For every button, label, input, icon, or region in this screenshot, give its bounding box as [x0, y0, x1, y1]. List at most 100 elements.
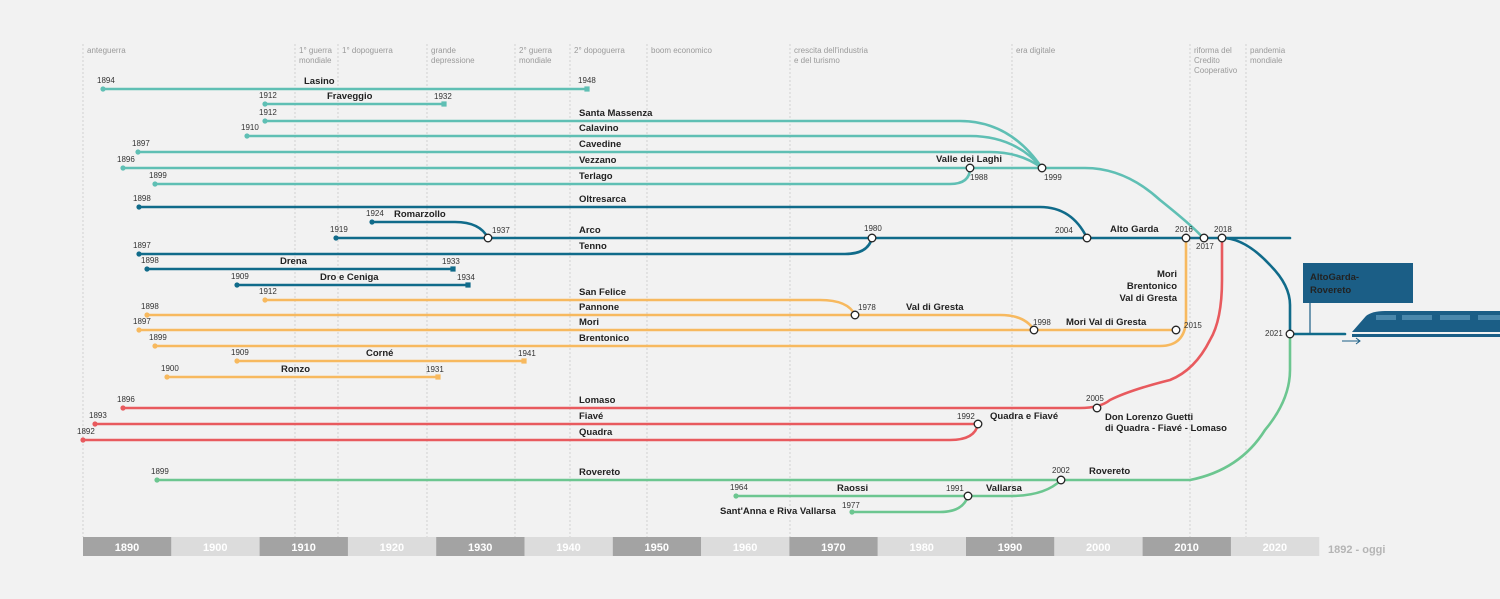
- founding-dot: [262, 297, 268, 303]
- founding-year: 1912: [259, 91, 277, 100]
- founding-year: 1899: [149, 333, 167, 342]
- closure-year: 1932: [434, 92, 452, 101]
- decade-cell: [877, 537, 967, 556]
- founding-year: 1894: [97, 76, 115, 85]
- decade-cell: [1054, 537, 1143, 556]
- founding-dot: [234, 358, 240, 364]
- merger-name: di Quadra - Fiavé - Lomaso: [1105, 423, 1227, 434]
- closure-marker: [521, 358, 527, 364]
- era-label: era digitale: [1016, 46, 1056, 55]
- decade-cell: [436, 537, 525, 556]
- merger-node: [1171, 325, 1181, 335]
- arrow-right-icon: [1342, 337, 1361, 345]
- era-label: 1° guerra: [299, 46, 333, 55]
- merger-year: 2002: [1052, 466, 1070, 475]
- closure-marker: [450, 266, 456, 272]
- founding-dot: [100, 86, 106, 92]
- merger-year: 2016: [1175, 225, 1193, 234]
- bank-line: [263, 298, 857, 317]
- merger-year: 2018: [1214, 225, 1232, 234]
- closure-marker: [584, 86, 590, 92]
- decade-cell: [1142, 537, 1231, 556]
- merger-name: Valle dei Laghi: [936, 154, 1002, 165]
- bank-line: [850, 494, 970, 514]
- bank-line: [245, 134, 1044, 170]
- era-label: crescita dell'industria: [794, 46, 869, 55]
- founding-dot: [120, 405, 126, 411]
- founding-dot: [152, 181, 158, 187]
- bank-name: Fraveggio: [327, 91, 373, 102]
- founding-dot: [244, 133, 250, 139]
- merger-name: Brentonico: [1127, 281, 1177, 292]
- bank-name: Brentonico: [579, 333, 629, 344]
- decade-label: 1940: [556, 542, 580, 554]
- era-label: grande: [431, 46, 456, 55]
- bank-name: Lasino: [304, 76, 335, 87]
- final-bank-badge: [1303, 263, 1413, 303]
- timeline-title: 1892 - oggi: [1328, 544, 1385, 556]
- bank-line: [81, 422, 980, 442]
- bank-name: San Felice: [579, 287, 626, 298]
- merger-node: [973, 419, 983, 429]
- bank-name: Romarzollo: [394, 209, 446, 220]
- bank-line: [153, 236, 1188, 348]
- bank-line: [136, 150, 1044, 170]
- decade-label: 1950: [645, 542, 669, 554]
- merger-year: 1992: [957, 412, 975, 421]
- bank-line: [153, 166, 972, 186]
- decade-label: 1920: [380, 542, 404, 554]
- era-label: anteguerra: [87, 46, 126, 55]
- founding-year: 1977: [842, 501, 860, 510]
- era-label: Cooperativo: [1194, 66, 1238, 75]
- founding-dot: [333, 235, 339, 241]
- merger-name: Val di Gresta: [1119, 293, 1177, 304]
- merger-year: 1998: [1033, 318, 1051, 327]
- merger-year: 2021: [1265, 329, 1283, 338]
- era-label: 2° guerra: [519, 46, 553, 55]
- founding-year: 1897: [132, 139, 150, 148]
- founding-dot: [234, 282, 240, 288]
- decade-cell: [789, 537, 878, 556]
- era-label: 2° dopoguerra: [574, 46, 625, 55]
- bank-name: Arco: [579, 225, 601, 236]
- merger-year: 1991: [946, 484, 964, 493]
- era-label: depressione: [431, 56, 475, 65]
- bank-name: Terlago: [579, 171, 613, 182]
- decade-label: 1980: [909, 542, 933, 554]
- founding-dot: [144, 266, 150, 272]
- merger-name: Quadra e Fiavé: [990, 411, 1058, 422]
- bank-name: Corné: [366, 348, 393, 359]
- founding-dot: [135, 149, 141, 155]
- founding-year: 1892: [77, 427, 95, 436]
- decade-label: 1930: [468, 542, 492, 554]
- founding-year: 1898: [141, 302, 159, 311]
- merger-year: 1988: [970, 173, 988, 182]
- era-label: Credito: [1194, 56, 1220, 65]
- merger-node: [1092, 403, 1102, 413]
- bank-name: Tenno: [579, 241, 607, 252]
- era-label: mondiale: [299, 56, 332, 65]
- closure-marker: [441, 101, 447, 107]
- bank-line: [137, 236, 874, 256]
- merger-node: [1029, 325, 1039, 335]
- founding-year: 1919: [330, 225, 348, 234]
- founding-year: 1898: [141, 256, 159, 265]
- bank-name: Raossi: [837, 483, 868, 494]
- founding-dot: [262, 118, 268, 124]
- bank-name: Santa Massenza: [579, 108, 653, 119]
- founding-dot: [164, 374, 170, 380]
- bank-name: Mori: [579, 317, 599, 328]
- merger-node: [963, 491, 973, 501]
- founding-year: 1910: [241, 123, 259, 132]
- merger-node: [965, 163, 975, 173]
- founding-dot: [120, 165, 126, 171]
- founding-year: 1909: [231, 348, 249, 357]
- merger-node: [1217, 233, 1227, 243]
- founding-year: 1898: [133, 194, 151, 203]
- train-icon: [1352, 311, 1500, 337]
- founding-dot: [733, 493, 739, 499]
- closure-year: 1948: [578, 76, 596, 85]
- decade-label: 1970: [821, 542, 845, 554]
- closure-year: 1941: [518, 349, 536, 358]
- founding-year: 1909: [231, 272, 249, 281]
